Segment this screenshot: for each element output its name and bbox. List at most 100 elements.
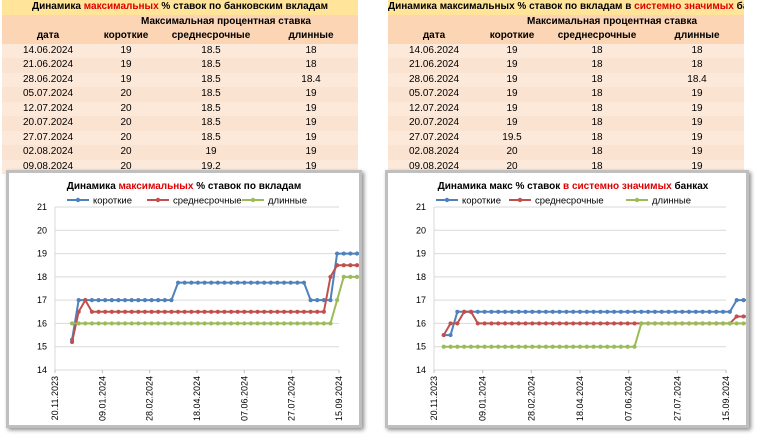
data-point (235, 309, 240, 314)
data-point (516, 344, 521, 349)
data-point (571, 309, 576, 314)
x-tick-label: 20.11.2023 (429, 376, 439, 420)
data-point (122, 309, 128, 314)
table-cell: 18.4 (650, 72, 745, 87)
data-point (659, 309, 664, 314)
x-tick-label: 27.07.2024 (287, 376, 297, 421)
data-point (550, 309, 555, 314)
table-cell: 12.07.2024 (2, 101, 94, 116)
data-point (639, 309, 644, 314)
data-point (268, 280, 273, 285)
data-point (136, 321, 141, 326)
data-point (475, 309, 480, 314)
data-point (129, 309, 134, 314)
data-point (321, 309, 326, 314)
data-point (455, 344, 460, 349)
table-cell: 18 (544, 145, 650, 160)
data-point (632, 309, 637, 314)
data-point (116, 309, 121, 314)
data-point (605, 344, 610, 349)
data-point (632, 344, 637, 349)
data-point (584, 344, 589, 349)
data-point (509, 321, 514, 326)
data-point (734, 314, 739, 319)
data-point (530, 321, 535, 326)
data-point (468, 344, 474, 349)
data-point (202, 309, 207, 314)
data-point (530, 344, 535, 349)
table-cell: 19.5 (480, 130, 544, 145)
x-tick-label: 07.06.2024 (624, 376, 634, 421)
table-cell: 19 (650, 116, 745, 131)
data-point (577, 321, 583, 326)
data-point (348, 251, 353, 256)
data-point (116, 321, 121, 326)
data-point (673, 309, 678, 314)
data-point (571, 321, 576, 326)
legend-label: длинные (652, 196, 691, 207)
data-point (727, 309, 732, 314)
data-point (625, 321, 630, 326)
data-point (215, 321, 220, 326)
table-row: 20.07.2024 19 18 19 (388, 116, 745, 131)
data-point (109, 321, 114, 326)
data-point (268, 309, 273, 314)
data-point (335, 298, 340, 303)
y-tick-label: 16 (37, 318, 47, 328)
table-cell: 18.5 (158, 87, 264, 102)
data-point (720, 321, 726, 326)
legend-entry: среднесрочные (509, 196, 604, 207)
data-point (248, 280, 254, 285)
data-point (142, 309, 148, 314)
table-cell: 21.06.2024 (2, 58, 94, 73)
data-point (550, 344, 555, 349)
data-point (523, 309, 528, 314)
data-point (189, 321, 194, 326)
table-row: 14.06.2024 19 18.5 18 (2, 43, 359, 58)
table-cell: 19 (650, 145, 745, 160)
x-tick-label: 09.01.2024 (478, 376, 488, 421)
data-point (136, 309, 141, 314)
data-point (455, 309, 460, 314)
series-line (71, 252, 359, 340)
table-cell: 20 (94, 130, 158, 145)
data-point (354, 263, 359, 268)
data-point (646, 309, 651, 314)
data-point (700, 321, 705, 326)
data-point (242, 280, 247, 285)
table-cell: 27.07.2024 (388, 130, 480, 145)
table-cell: 19 (264, 116, 359, 131)
data-point (482, 344, 487, 349)
data-point (714, 309, 719, 314)
data-point (83, 321, 88, 326)
data-point (707, 309, 712, 314)
data-point (543, 321, 549, 326)
y-tick-label: 17 (416, 295, 426, 305)
legend-label: длинные (268, 196, 307, 207)
y-tick-label: 16 (416, 318, 426, 328)
data-point (295, 309, 300, 314)
data-point (215, 280, 220, 285)
x-tick-label: 18.04.2024 (192, 376, 202, 421)
data-point (129, 298, 134, 303)
data-point (354, 274, 359, 279)
data-point (182, 280, 187, 285)
data-point (441, 344, 446, 349)
right-table-body: 14.06.2024 19 18 18 21.06.2024 19 18 18 28.06.20… (388, 43, 745, 174)
data-point (693, 309, 698, 314)
table-row: 05.07.2024 19 18 19 (388, 87, 745, 102)
data-point (707, 321, 712, 326)
data-point (571, 344, 576, 349)
legend-entry: короткие (67, 196, 132, 207)
data-point (175, 309, 181, 314)
data-point (673, 321, 678, 326)
right-rates-table: Динамика максимальных % ставок по вклада… (388, 0, 745, 174)
data-point (162, 298, 167, 303)
legend-marker (75, 197, 81, 203)
data-point (315, 298, 320, 303)
data-point (96, 309, 101, 314)
data-point (591, 309, 596, 314)
column-header: длинные (650, 29, 745, 44)
table-cell: 18.5 (158, 130, 264, 145)
data-point (301, 280, 307, 285)
